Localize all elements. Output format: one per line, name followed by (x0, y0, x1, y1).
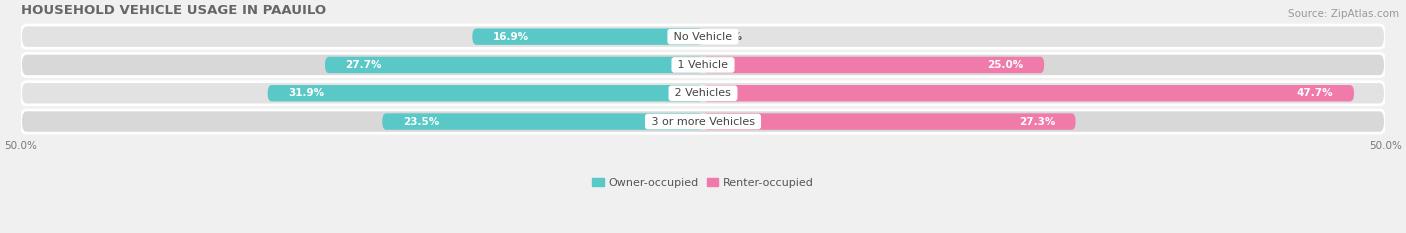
Text: 2 Vehicles: 2 Vehicles (671, 88, 735, 98)
Text: 47.7%: 47.7% (1296, 88, 1333, 98)
Text: 27.3%: 27.3% (1019, 116, 1054, 127)
FancyBboxPatch shape (21, 25, 1385, 48)
Text: Source: ZipAtlas.com: Source: ZipAtlas.com (1288, 9, 1399, 19)
Legend: Owner-occupied, Renter-occupied: Owner-occupied, Renter-occupied (588, 174, 818, 192)
FancyBboxPatch shape (703, 85, 1354, 101)
FancyBboxPatch shape (325, 57, 703, 73)
FancyBboxPatch shape (21, 110, 1385, 133)
Text: 3 or more Vehicles: 3 or more Vehicles (648, 116, 758, 127)
FancyBboxPatch shape (267, 85, 703, 101)
FancyBboxPatch shape (21, 82, 1385, 105)
Text: 16.9%: 16.9% (494, 32, 529, 42)
FancyBboxPatch shape (21, 53, 1385, 77)
Text: 27.7%: 27.7% (346, 60, 382, 70)
Text: 31.9%: 31.9% (288, 88, 325, 98)
Text: 1 Vehicle: 1 Vehicle (675, 60, 731, 70)
FancyBboxPatch shape (703, 57, 1045, 73)
FancyBboxPatch shape (703, 113, 1076, 130)
Text: No Vehicle: No Vehicle (671, 32, 735, 42)
Text: 25.0%: 25.0% (987, 60, 1024, 70)
FancyBboxPatch shape (472, 28, 703, 45)
Text: 0.0%: 0.0% (714, 32, 742, 42)
Text: HOUSEHOLD VEHICLE USAGE IN PAAUILO: HOUSEHOLD VEHICLE USAGE IN PAAUILO (21, 4, 326, 17)
FancyBboxPatch shape (382, 113, 703, 130)
Text: 23.5%: 23.5% (402, 116, 439, 127)
